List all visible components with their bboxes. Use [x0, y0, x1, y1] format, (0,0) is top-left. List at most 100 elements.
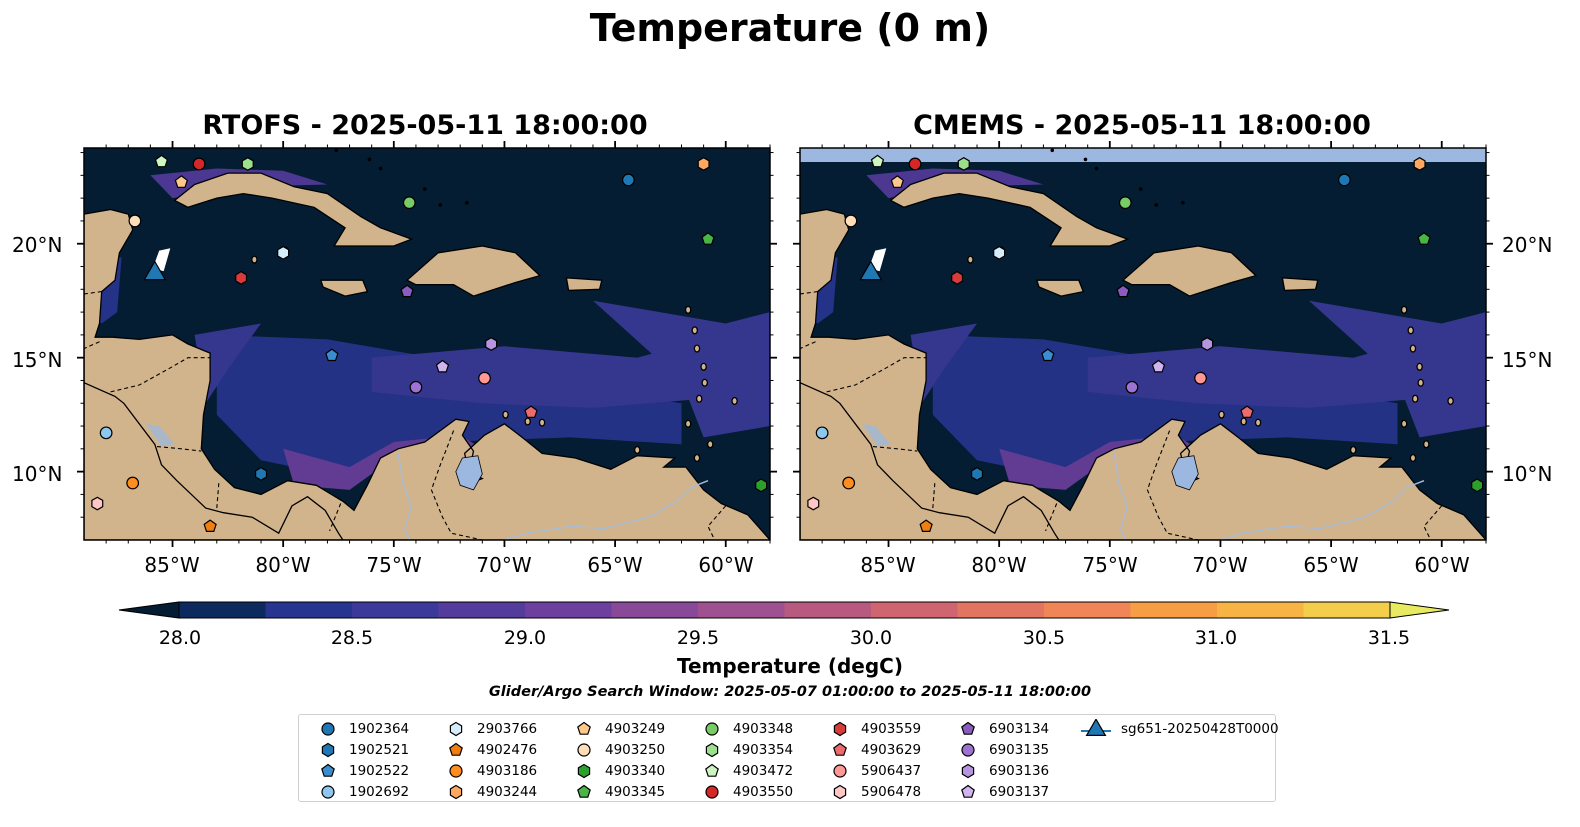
float-4903340-marker [755, 478, 768, 493]
colorbar-tick: 30.0 [849, 627, 893, 649]
float-2903766-marker [993, 245, 1006, 260]
circle-marker-icon [705, 722, 719, 736]
legend-marker [961, 721, 975, 735]
legend-item: 4903472 [695, 761, 793, 781]
pentagon-marker-icon [577, 721, 591, 735]
colorbar-segment [611, 602, 699, 618]
hexagon-marker-icon [449, 784, 463, 800]
float-4903559-marker [951, 270, 964, 285]
legend-item: 1902364 [311, 719, 409, 739]
circle-marker-icon [321, 785, 335, 799]
argo-float-markers [807, 154, 1484, 533]
jamaica [1035, 279, 1085, 297]
colorbar-segment [1130, 602, 1218, 618]
float-2903766-marker [277, 245, 290, 260]
pentagon-marker-icon [321, 763, 335, 777]
legend-label: 4903550 [733, 784, 794, 800]
colorbar-tick: 28.5 [330, 627, 374, 649]
float-1902364-marker [621, 173, 635, 187]
lat-label-15n-left: 15°N [12, 348, 63, 372]
float-4903550-marker [908, 157, 922, 171]
float-4903472-marker [154, 154, 169, 168]
float-5906478-marker [91, 496, 104, 511]
float-4903348-marker [1118, 196, 1132, 210]
colorbar-segment [438, 602, 526, 618]
legend-item: 4903629 [823, 740, 921, 760]
lat-label-15n-right: 15°N [1502, 348, 1553, 372]
glider-sg651-marker [143, 260, 167, 281]
legend-item: 4903186 [439, 761, 537, 781]
legend-item: 5906437 [823, 761, 921, 781]
legend-marker [961, 763, 975, 779]
colorbar-tick: 31.0 [1194, 627, 1238, 649]
legend-marker [321, 763, 335, 777]
lake-maracaibo [455, 455, 483, 491]
legend-label: 6903137 [989, 784, 1050, 800]
float-4903345-marker [701, 232, 715, 245]
colorbar-segment [179, 602, 266, 618]
hexagon-marker-icon [833, 784, 847, 800]
colorbar-segment [871, 602, 958, 618]
legend-item: 4903559 [823, 719, 921, 739]
jamaica [319, 279, 369, 297]
float-4903250-marker [844, 214, 858, 228]
legend-label: 1902521 [349, 742, 410, 758]
float-6903134-marker [400, 284, 414, 298]
legend-marker [833, 742, 847, 756]
lat-label-10n-left: 10°N [12, 462, 63, 486]
puerto-rico [565, 277, 603, 292]
map-frame [77, 141, 777, 547]
pentagon-marker-icon [577, 784, 591, 798]
legend: 1902364 1902521 1902522 1902692 2903766 49024… [298, 714, 1279, 802]
pentagon-marker-icon [833, 742, 847, 756]
float-4903249-marker [890, 175, 905, 188]
hexagon-marker-icon [961, 763, 975, 779]
colorbar-segment [1217, 602, 1304, 618]
legend-item: 4903348 [695, 719, 793, 739]
puerto-rico [1281, 277, 1319, 292]
lon-label-60w-right: 60°W [1414, 553, 1470, 577]
cuba [173, 172, 414, 247]
float-6903136-marker [485, 337, 498, 351]
legend-marker [449, 742, 463, 756]
lon-label-65w-right: 65°W [1303, 553, 1359, 577]
circle-marker-icon [961, 743, 975, 757]
legend-label: 4903340 [605, 763, 666, 779]
legend-label: 5906478 [861, 784, 922, 800]
float-1902522-marker [1041, 348, 1055, 362]
float-4903250-marker [128, 214, 142, 228]
lon-label-65w-left: 65°W [587, 553, 643, 577]
legend-marker [705, 785, 719, 799]
land [800, 172, 1486, 540]
colorbar-segment [957, 602, 1045, 618]
circle-marker-icon [705, 785, 719, 799]
legend-label: 4903345 [605, 784, 666, 800]
float-4903472-marker [870, 154, 885, 168]
triangle-marker-icon [1081, 719, 1111, 736]
float-4903629-marker [524, 405, 538, 418]
float-4903186-marker [842, 476, 856, 490]
legend-label: 4902476 [477, 742, 538, 758]
hispaniola [1121, 245, 1258, 297]
hexagon-marker-icon [577, 763, 591, 779]
colorbar [118, 601, 1450, 619]
float-4903244-marker [697, 157, 710, 171]
hexagon-marker-icon [321, 742, 335, 758]
legend-marker [705, 722, 719, 736]
legend-marker [1085, 719, 1107, 736]
circle-marker-icon [321, 722, 335, 736]
legend-item: 4903249 [567, 719, 665, 739]
legend-label: 4903354 [733, 742, 794, 758]
float-4902476-marker [919, 519, 933, 533]
lake-nicaragua [146, 423, 175, 447]
legend-marker [449, 764, 463, 778]
legend-marker [321, 785, 335, 799]
float-4902476-marker [203, 519, 217, 533]
search-window-subtitle: Glider/Argo Search Window: 2025-05-07 01… [488, 684, 1092, 700]
float-6903137-marker [435, 359, 450, 373]
float-6903137-marker [1151, 359, 1166, 373]
legend-marker [321, 742, 335, 758]
legend-label: 4903629 [861, 742, 922, 758]
circle-marker-icon [449, 764, 463, 778]
legend-item: 5906478 [823, 782, 921, 802]
